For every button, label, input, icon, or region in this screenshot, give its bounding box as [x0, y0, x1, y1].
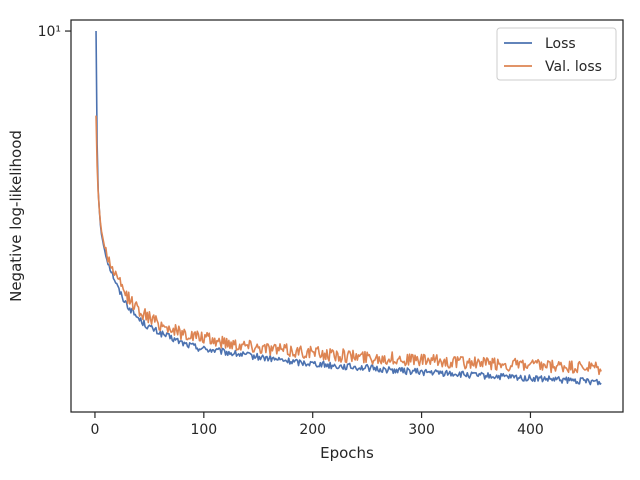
legend-label-val-loss: Val. loss	[545, 59, 602, 75]
legend-box	[496, 27, 617, 81]
x-tick-label: 300	[408, 422, 435, 438]
y-axis: 10¹	[38, 24, 71, 40]
series-line-val-loss	[95, 115, 602, 376]
legend-label-loss: Loss	[545, 36, 576, 52]
x-tick-label: 200	[299, 422, 326, 438]
series-line-loss	[95, 31, 602, 386]
y-tick-label: 10¹	[38, 24, 61, 40]
x-tick-label: 0	[90, 422, 99, 438]
x-tick-label: 100	[190, 422, 217, 438]
x-axis-label: Epochs	[320, 444, 374, 462]
y-axis-label: Negative log-likelihood	[7, 130, 25, 302]
legend: Loss Val. loss	[496, 27, 617, 81]
plot-area-frame	[70, 19, 624, 413]
x-tick-label: 400	[517, 422, 544, 438]
x-axis: 0 100 200 300 400	[90, 412, 544, 438]
series-layer	[95, 31, 602, 386]
